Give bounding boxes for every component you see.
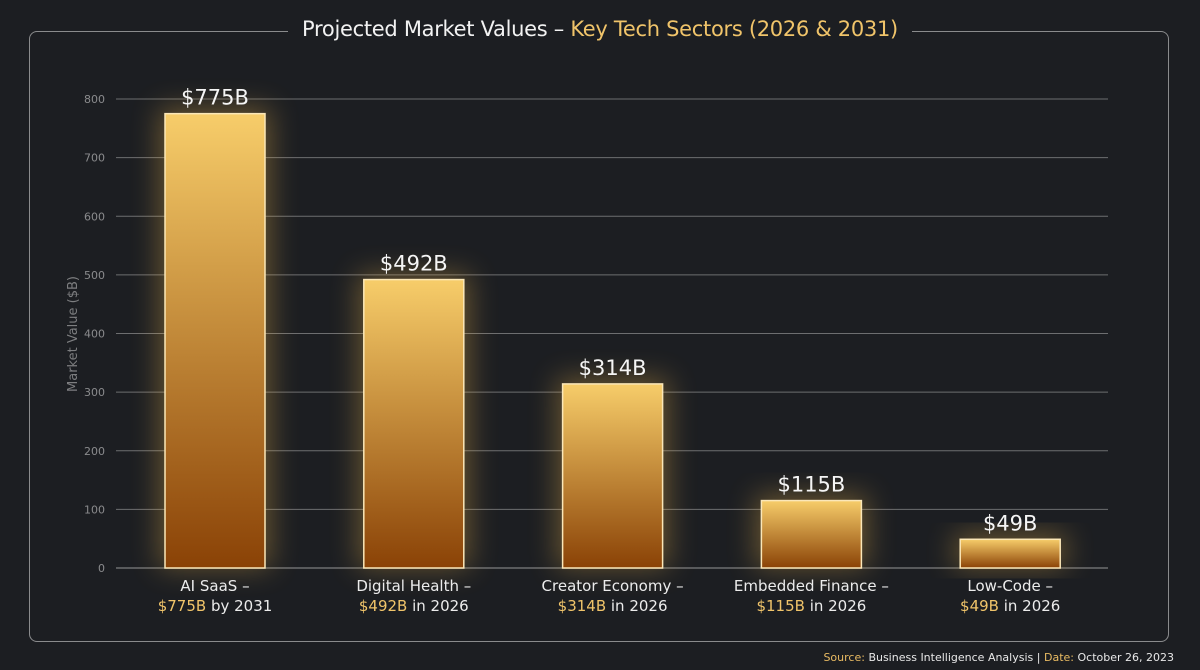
category-name: Embedded Finance – [733,577,889,595]
footer: Source: Business Intelligence Analysis |… [823,651,1174,664]
y-tick-label: 800 [84,93,105,106]
category-name: Creator Economy – [541,577,684,595]
category-amount: $115B [756,597,805,615]
category-name: AI SaaS – [180,577,250,595]
footer-separator: | [1036,651,1041,664]
title-main: Projected Market Values – [302,17,571,41]
source-value: Business Intelligence Analysis [868,651,1034,664]
x-tick-label: Creator Economy – $314B in 2026 [513,576,713,616]
y-tick-label: 400 [84,328,105,341]
category-period: in 2026 [606,597,668,615]
y-tick-label: 300 [84,386,105,399]
y-tick-label: 100 [84,503,105,516]
category-value: $115B in 2026 [711,596,911,616]
x-tick-label: Low-Code – $49B in 2026 [910,576,1110,616]
category-name: Digital Health – [356,577,472,595]
category-period: by 2031 [206,597,273,615]
category-value: $775B by 2031 [115,596,315,616]
data-label: $314B [579,356,647,380]
chart-title: Projected Market Values – Key Tech Secto… [0,17,1200,41]
date-value: October 26, 2023 [1077,651,1174,664]
bar-embedded-finance [760,499,863,569]
y-axis-ticks: 0 100 200 300 400 500 600 700 800 [84,93,105,575]
y-tick-label: 500 [84,269,105,282]
x-tick-label: AI SaaS – $775B by 2031 [115,576,315,616]
category-value: $314B in 2026 [513,596,713,616]
data-label: $492B [380,252,448,276]
y-axis-label: Market Value ($B) [66,276,81,392]
bar-digital-health [363,278,465,569]
category-period: in 2026 [407,597,469,615]
title-highlight: Key Tech Sectors (2026 & 2031) [570,17,898,41]
x-tick-label: Digital Health – $492B in 2026 [314,576,514,616]
bar-creator-economy [561,383,664,569]
category-value: $49B in 2026 [910,596,1110,616]
y-tick-label: 600 [84,210,105,223]
category-period: in 2026 [998,597,1061,615]
x-tick-label: Embedded Finance – $115B in 2026 [711,576,911,616]
data-labels: $775B $492B $314B $115B $49B [181,86,1037,536]
category-period: in 2026 [804,597,867,615]
bar-ai-saas [164,112,266,569]
y-tick-label: 0 [98,562,105,575]
data-label: $49B [983,511,1038,535]
data-label: $115B [777,473,845,497]
bars [164,112,1061,569]
category-amount: $49B [960,597,999,615]
source-label: Source: [823,651,865,664]
category-value: $492B in 2026 [314,596,514,616]
data-label: $775B [181,86,249,110]
y-tick-label: 200 [84,445,105,458]
category-name: Low-Code – [967,577,1053,595]
category-amount: $775B [157,597,207,615]
y-tick-label: 700 [84,152,105,165]
category-amount: $314B [557,597,607,615]
date-label: Date: [1043,651,1074,664]
bar-low-code [959,538,1061,569]
category-amount: $492B [358,597,408,615]
